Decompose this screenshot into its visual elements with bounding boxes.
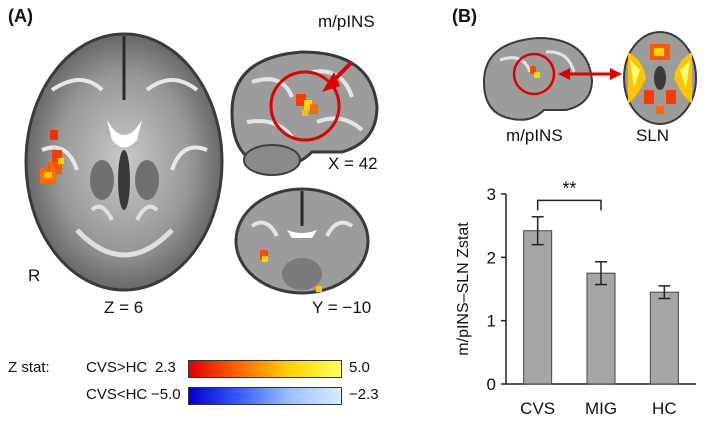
bar-cvs	[523, 230, 553, 385]
activation-blobs	[40, 130, 64, 184]
colorbar-title: Z stat:	[8, 359, 50, 376]
roi-circle	[269, 70, 341, 142]
colorbar-negative	[188, 387, 342, 405]
double-arrow-icon	[558, 68, 622, 80]
activation-blobs	[260, 250, 322, 292]
sagittal-coord: X = 42	[328, 154, 378, 173]
panel-a-label: (A)	[8, 6, 33, 26]
bar-hc	[649, 291, 679, 385]
y-tick-label: 2	[487, 248, 496, 267]
network-label: SLN	[636, 126, 670, 145]
y-axis-label: m/pINS–SLN Zstat	[455, 222, 472, 356]
bar-chart: 0 1 2 3 m/pINS–SLN Zstat CVS MIG HC **	[455, 178, 696, 418]
sagittal-brain-image	[230, 50, 379, 176]
coronal-brain-image	[234, 187, 370, 295]
bar-mig	[586, 272, 616, 385]
arrow-icon	[322, 72, 340, 92]
colorbar-pos-label: CVS>HC	[86, 359, 148, 376]
colorbar-neg-min: −5.0	[151, 386, 181, 403]
y-tick-label: 1	[487, 312, 496, 331]
side-label: R	[28, 266, 41, 285]
activation-blobs	[296, 94, 318, 116]
significance-label: **	[562, 178, 576, 198]
axial-brain-image	[24, 32, 224, 292]
colorbar-pos-min: 2.3	[155, 359, 176, 376]
colorbar-pos-max: 5.0	[349, 359, 370, 376]
panel-b-label: (B)	[452, 6, 477, 26]
x-tick-label: CVS	[520, 399, 555, 418]
roi-label-a: m/pINS	[318, 12, 375, 31]
roi-label-b: m/pINS	[506, 126, 563, 145]
colorbar-positive	[188, 360, 342, 378]
x-tick-label: HC	[652, 399, 677, 418]
y-tick-label: 3	[487, 185, 496, 204]
y-tick-label: 0	[487, 375, 496, 394]
axial-coord: Z = 6	[104, 298, 144, 317]
roi-network-image	[482, 31, 697, 125]
coronal-coord: Y = −10	[312, 298, 372, 317]
colorbar-neg-max: −2.3	[349, 386, 379, 403]
x-tick-label: MIG	[585, 399, 617, 418]
significance-bracket	[536, 199, 602, 211]
colorbar-neg-label: CVS<HC	[86, 386, 148, 403]
roi-circle	[512, 52, 556, 96]
